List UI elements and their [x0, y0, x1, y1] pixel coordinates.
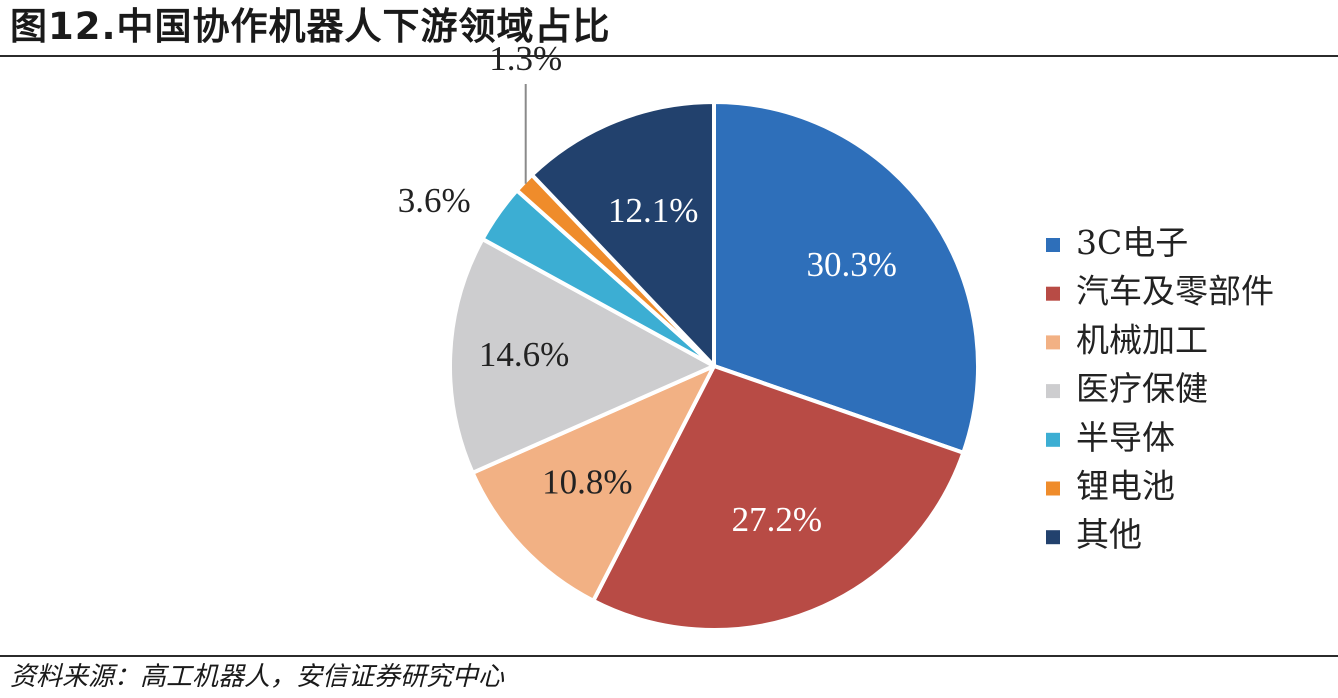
pie-slices [448, 100, 980, 632]
legend-label: 机械加工 [1076, 320, 1208, 359]
slice-value-label: 14.6% [479, 335, 569, 374]
legend-label: 汽车及零部件 [1076, 272, 1274, 311]
legend-label: 锂电池 [1076, 467, 1175, 506]
slice-value-label: 27.2% [732, 500, 822, 539]
legend-swatch [1046, 530, 1060, 545]
legend-label: 半导体 [1076, 418, 1175, 457]
top-rule [0, 55, 1338, 57]
legend-swatch [1046, 384, 1060, 399]
legend-label: 其他 [1076, 515, 1142, 554]
slice-value-label: 12.1% [608, 191, 698, 230]
pie-slice [712, 100, 980, 455]
slice-value-label: 3.6% [398, 181, 471, 220]
slice-value-label: 30.3% [806, 245, 896, 284]
slice-value-label: 10.8% [542, 463, 632, 502]
legend-swatch [1046, 286, 1060, 301]
legend-swatch [1046, 335, 1060, 350]
legend-swatch [1046, 238, 1060, 252]
pie-slice [529, 100, 716, 368]
source-note: 资料来源：高工机器人，安信证券研究中心 [10, 662, 505, 692]
pie-slice [448, 237, 716, 475]
legend-swatch [1046, 432, 1060, 447]
legend-label: 医疗保健 [1076, 369, 1208, 408]
pie-slice [470, 364, 716, 603]
slice-labels: 30.3% 27.2% 10.8% 14.6% 3.6% 1.3% 12.1% [398, 39, 897, 539]
bottom-rule [0, 655, 1338, 657]
legend-swatch [1046, 481, 1060, 496]
chart-title: 图12.中国协作机器人下游领域占比 [10, 5, 611, 48]
legend-label: 3C电子 [1076, 223, 1188, 262]
slice-value-label: 1.3% [489, 39, 562, 78]
pie-slice [591, 364, 966, 632]
